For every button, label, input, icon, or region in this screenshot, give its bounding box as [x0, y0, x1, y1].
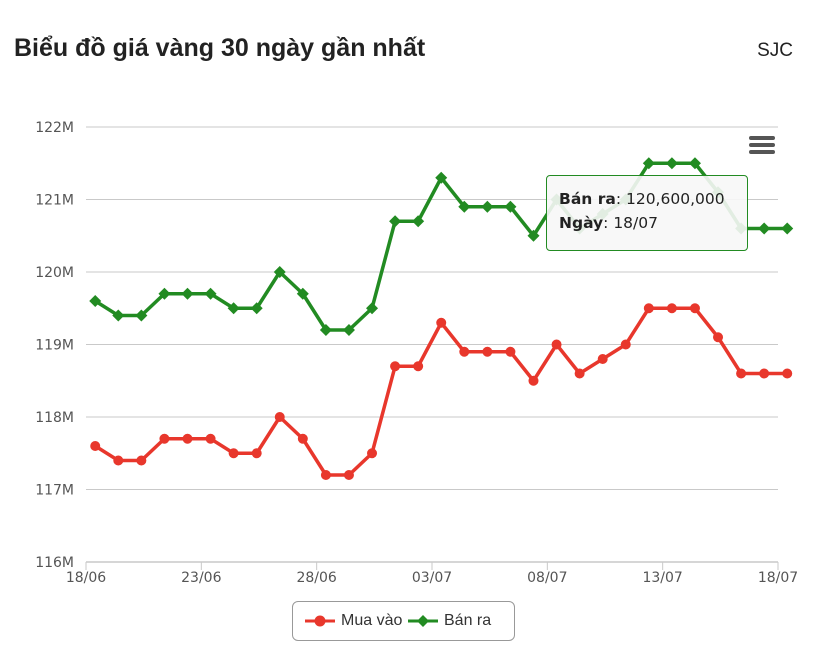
data-point-ban-ra: [273, 266, 286, 278]
hamburger-menu-icon[interactable]: [748, 134, 776, 158]
data-point-ban-ra: [435, 171, 448, 184]
data-point-ban-ra: [412, 215, 425, 228]
data-point-mua-vao: [205, 433, 216, 444]
data-point-mua-vao: [159, 433, 170, 444]
data-point-mua-vao: [390, 361, 401, 372]
data-point-ban-ra: [481, 200, 494, 213]
data-point-mua-vao: [367, 448, 378, 459]
data-point-ban-ra: [319, 324, 332, 336]
legend-label-ban-ra: Bán ra: [444, 612, 492, 629]
tooltip-series-label: Bán ra: [559, 190, 616, 208]
data-point-ban-ra: [89, 295, 102, 307]
brand-label: SJC: [757, 40, 793, 61]
data-point-ban-ra: [366, 302, 379, 315]
tooltip-value: 120,600,000: [625, 190, 725, 208]
data-point-ban-ra: [389, 215, 402, 228]
data-point-mua-vao: [413, 361, 424, 372]
axis-layer: 116M 117M 118M 119M 120M 121M 122M 18/06 23/06 28…: [35, 120, 798, 586]
data-point-mua-vao: [574, 368, 585, 379]
data-point-mua-vao: [482, 346, 493, 357]
data-point-mua-vao: [251, 448, 262, 459]
data-point-mua-vao: [90, 441, 101, 451]
data-point-ban-ra: [665, 157, 678, 170]
series-line-mua-vao: [94, 306, 788, 477]
data-point-ban-ra: [527, 229, 540, 242]
data-point-mua-vao: [759, 368, 770, 379]
data-point-ban-ra: [781, 222, 794, 235]
data-point-mua-vao: [182, 433, 193, 444]
data-point-mua-vao: [320, 470, 331, 480]
y-tick-label: 119M: [35, 338, 74, 354]
data-point-mua-vao: [136, 455, 147, 466]
legend-label-mua-vao: Mua vào: [341, 612, 403, 629]
data-point-mua-vao: [782, 368, 793, 379]
data-point-mua-vao: [274, 412, 285, 422]
data-point-mua-vao: [228, 448, 239, 459]
y-tick-label: 116M: [35, 555, 74, 571]
data-point-ban-ra: [112, 309, 125, 322]
x-tick-label: 08/07: [527, 570, 567, 586]
page-title: Biểu đồ giá vàng 30 ngày gần nhất: [14, 34, 426, 62]
tooltip-value-row: Bán ra: 120,600,000: [559, 187, 747, 211]
data-point-ban-ra: [250, 302, 263, 315]
x-tick-label: 13/07: [642, 570, 682, 586]
data-point-mua-vao: [597, 354, 608, 364]
x-tick-label: 18/07: [758, 570, 798, 586]
data-point-ban-ra: [204, 287, 217, 300]
data-point-mua-vao: [113, 455, 124, 466]
data-point-ban-ra: [758, 222, 771, 235]
data-point-mua-vao: [436, 317, 447, 328]
x-tick-label: 23/06: [181, 570, 221, 586]
data-point-ban-ra: [342, 324, 355, 336]
data-point-ban-ra: [458, 200, 471, 213]
data-point-ban-ra: [688, 157, 701, 170]
data-point-ban-ra: [296, 287, 309, 300]
data-point-mua-vao: [643, 303, 654, 314]
data-point-mua-vao: [528, 375, 539, 386]
tooltip-date: 18/07: [613, 214, 658, 232]
data-point-mua-vao: [459, 346, 470, 357]
data-point-ban-ra: [227, 302, 240, 315]
x-tick-label: 03/07: [412, 570, 452, 586]
data-point-mua-vao: [505, 346, 516, 357]
legend-marker-circle-icon: [305, 615, 335, 627]
x-tick-label: 28/06: [296, 570, 336, 586]
y-tick-label: 122M: [35, 120, 74, 136]
legend-marker-diamond-icon: [408, 615, 438, 627]
tooltip-date-row: Ngày: 18/07: [559, 211, 747, 235]
grid-layer: [86, 126, 778, 490]
y-tick-label: 120M: [35, 265, 74, 281]
data-point-ban-ra: [642, 157, 655, 170]
data-point-mua-vao: [736, 368, 747, 379]
data-point-ban-ra: [158, 287, 171, 300]
data-point-mua-vao: [666, 303, 677, 314]
data-point-ban-ra: [181, 287, 194, 300]
data-point-mua-vao: [620, 339, 631, 350]
data-point-ban-ra: [135, 309, 148, 322]
y-tick-label: 117M: [35, 483, 74, 499]
y-tick-label: 121M: [35, 193, 74, 209]
data-point-mua-vao: [551, 339, 562, 350]
tooltip: Bán ra: 120,600,000 Ngày: 18/07: [546, 175, 748, 251]
legend-item-ban-ra[interactable]: Bán ra: [408, 602, 491, 640]
data-point-ban-ra: [504, 200, 517, 213]
x-tick-label: 18/06: [66, 570, 106, 586]
legend-item-mua-vao[interactable]: Mua vào: [305, 602, 402, 640]
data-point-mua-vao: [689, 303, 700, 314]
data-point-mua-vao: [343, 470, 354, 480]
data-point-mua-vao: [713, 332, 724, 343]
y-tick-label: 118M: [35, 410, 74, 426]
tooltip-colon-2: :: [603, 214, 614, 232]
tooltip-date-label: Ngày: [559, 214, 604, 232]
chart-legend: Mua vào Bán ra: [292, 601, 515, 641]
tooltip-colon-1: :: [615, 190, 626, 208]
data-point-mua-vao: [297, 433, 308, 444]
